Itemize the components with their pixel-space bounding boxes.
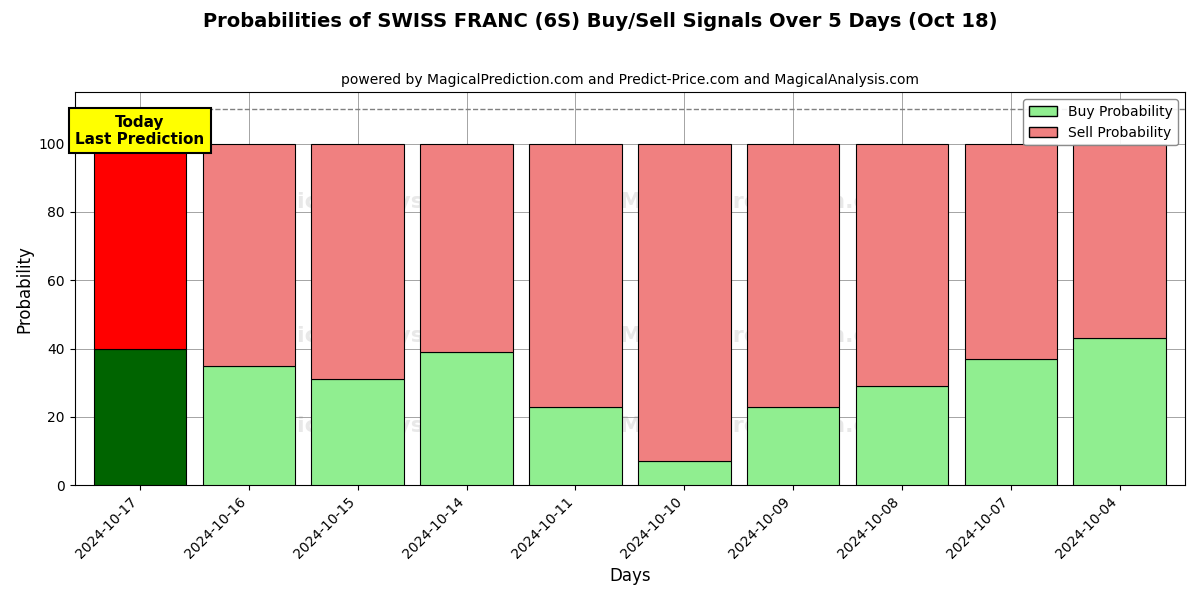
- Bar: [203, 365, 295, 485]
- Bar: [420, 352, 512, 485]
- Bar: [638, 143, 731, 461]
- Bar: [312, 143, 404, 379]
- Bar: [746, 143, 839, 407]
- Text: MagicalAnalysis.com: MagicalAnalysis.com: [244, 416, 505, 436]
- Bar: [856, 386, 948, 485]
- Bar: [965, 143, 1057, 359]
- Text: Today
Last Prediction: Today Last Prediction: [76, 115, 204, 147]
- Bar: [965, 359, 1057, 485]
- Title: powered by MagicalPrediction.com and Predict-Price.com and MagicalAnalysis.com: powered by MagicalPrediction.com and Pre…: [341, 73, 919, 87]
- Legend: Buy Probability, Sell Probability: Buy Probability, Sell Probability: [1024, 99, 1178, 145]
- Bar: [529, 143, 622, 407]
- Text: MagicalPrediction.com: MagicalPrediction.com: [620, 416, 906, 436]
- Bar: [746, 407, 839, 485]
- Text: Probabilities of SWISS FRANC (6S) Buy/Sell Signals Over 5 Days (Oct 18): Probabilities of SWISS FRANC (6S) Buy/Se…: [203, 12, 997, 31]
- Bar: [529, 407, 622, 485]
- Bar: [420, 143, 512, 352]
- X-axis label: Days: Days: [610, 567, 650, 585]
- Bar: [856, 143, 948, 386]
- Bar: [1074, 338, 1166, 485]
- Bar: [312, 379, 404, 485]
- Bar: [203, 143, 295, 365]
- Bar: [1074, 143, 1166, 338]
- Y-axis label: Probability: Probability: [16, 245, 34, 332]
- Bar: [94, 143, 186, 349]
- Bar: [638, 461, 731, 485]
- Text: MagicalPrediction.com: MagicalPrediction.com: [620, 193, 906, 212]
- Text: MagicalAnalysis.com: MagicalAnalysis.com: [244, 193, 505, 212]
- Text: MagicalAnalysis.com: MagicalAnalysis.com: [244, 326, 505, 346]
- Text: MagicalPrediction.com: MagicalPrediction.com: [620, 326, 906, 346]
- Bar: [94, 349, 186, 485]
